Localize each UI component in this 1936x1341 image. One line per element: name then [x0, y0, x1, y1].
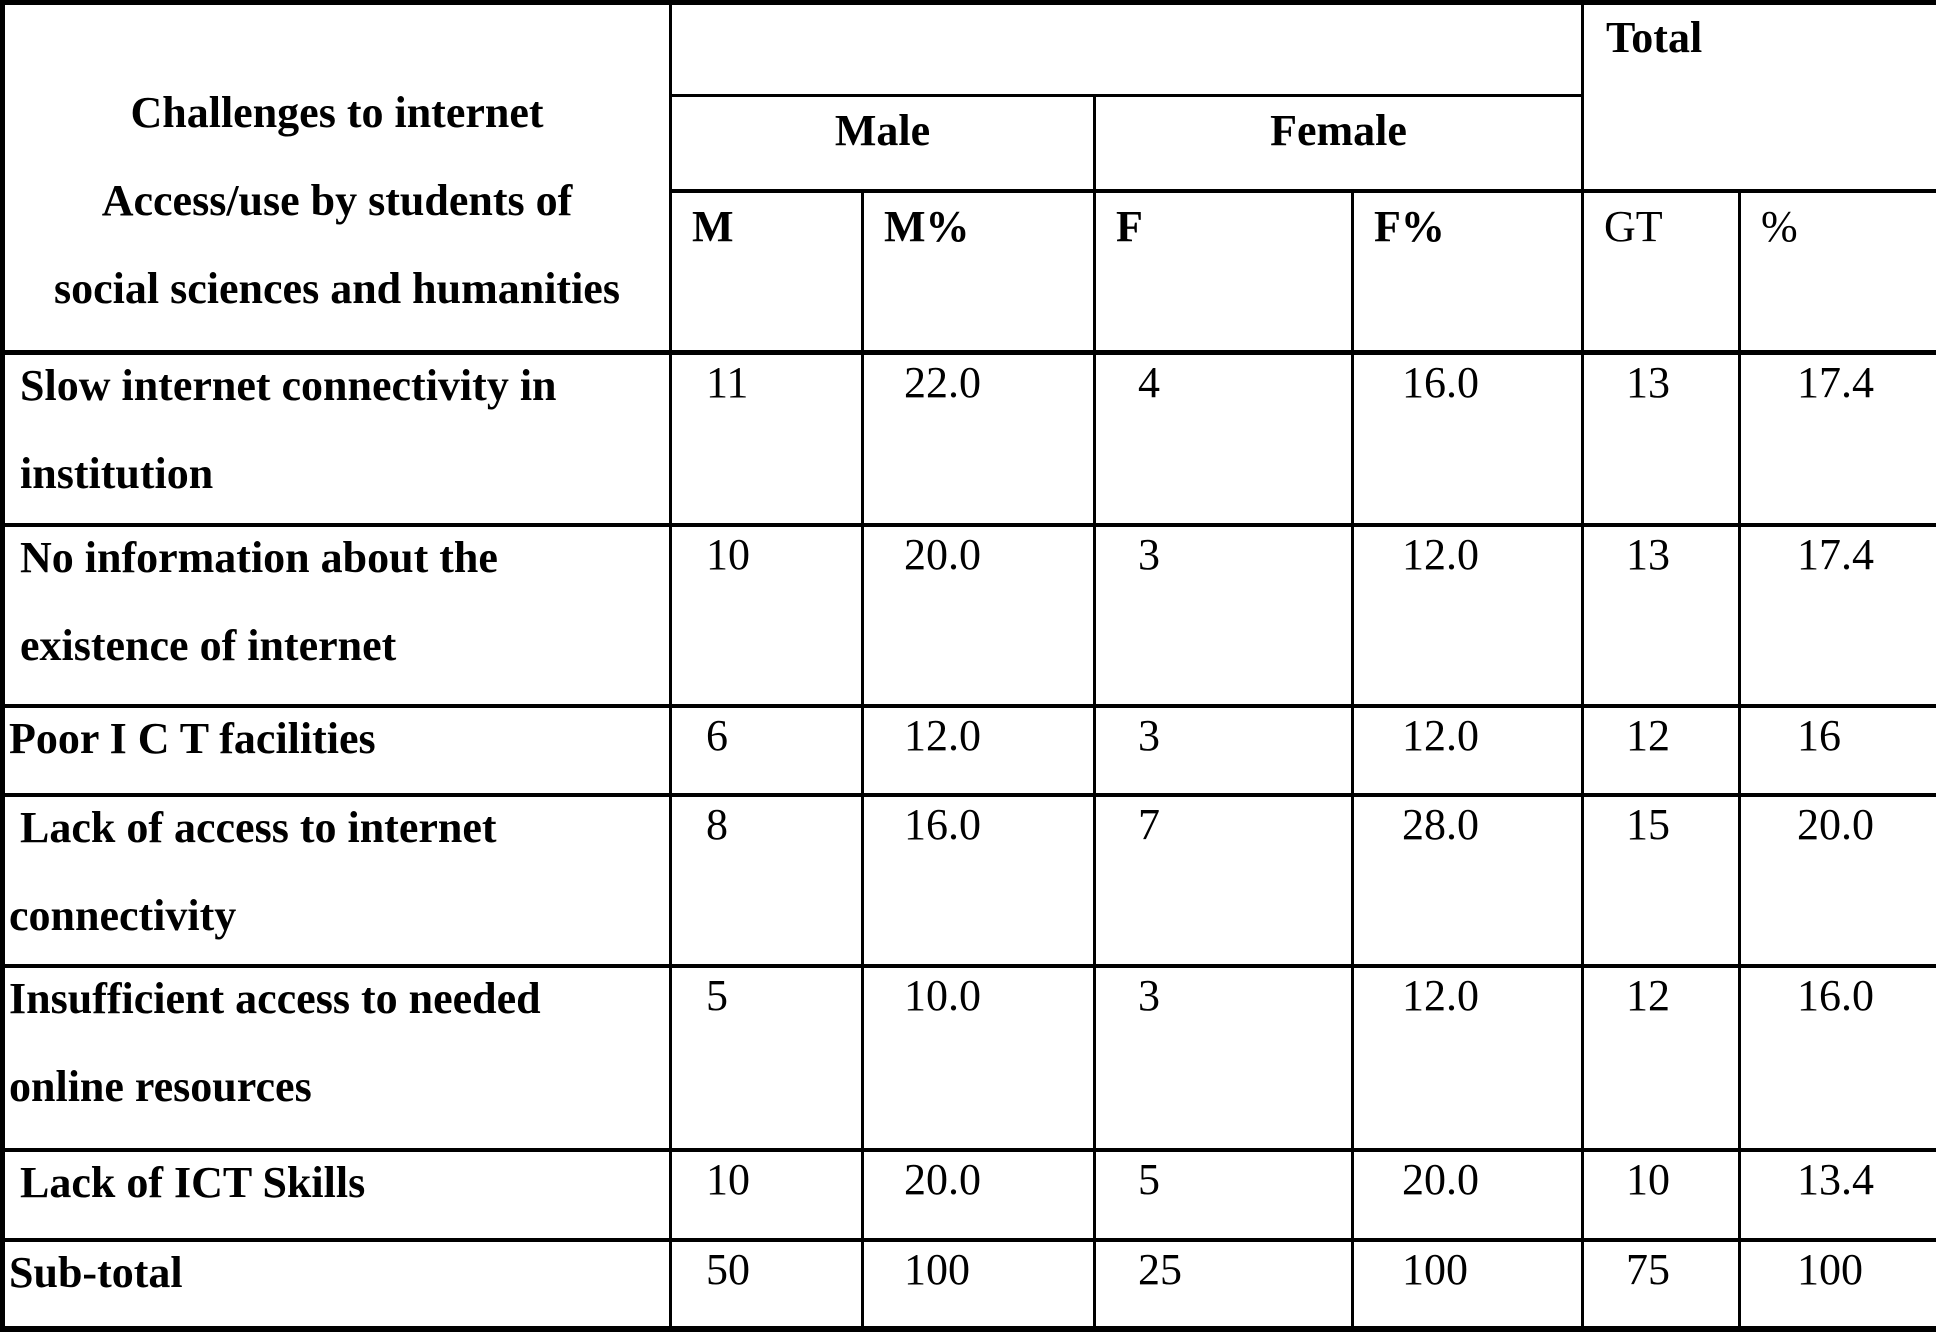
table-row: Lack of access to internet connectivity … [1, 794, 1936, 968]
table-row: Poor I C T facilities 6 12.0 3 12.0 12 1… [1, 705, 1936, 797]
cell-m: 50 [669, 1239, 864, 1332]
header-col-m-pct: M% [861, 190, 1096, 355]
cell-pct: 16.0 [1738, 965, 1936, 1152]
table-row: Slow internet connectivity in institutio… [1, 352, 1936, 527]
cell-f: 4 [1093, 352, 1354, 527]
cell-gt: 12 [1581, 965, 1741, 1152]
cell-f-pct: 28.0 [1351, 794, 1584, 968]
cell-m-pct: 20.0 [861, 1149, 1096, 1242]
subtotal-row: Sub-total 50 100 25 100 75 100 [1, 1239, 1936, 1332]
cell-f: 5 [1093, 1149, 1354, 1242]
row-label: Lack of access to internet connectivity [1, 794, 672, 968]
row-label: Slow internet connectivity in institutio… [1, 352, 672, 527]
header-col-f: F [1093, 190, 1354, 355]
header-empty-cell [669, 2, 1584, 97]
cell-m-pct: 20.0 [861, 524, 1096, 708]
table-row: Lack of ICT Skills 10 20.0 5 20.0 10 13.… [1, 1149, 1936, 1242]
cell-m: 10 [669, 524, 864, 708]
table-row: Insufficient access to needed online res… [1, 965, 1936, 1152]
header-challenges-label: Challenges to internet Access/use by stu… [1, 2, 672, 355]
header-col-m: M [669, 190, 864, 355]
row-label: Poor I C T facilities [1, 705, 672, 797]
cell-m: 6 [669, 705, 864, 797]
cell-gt: 12 [1581, 705, 1741, 797]
row-label: Sub-total [1, 1239, 672, 1332]
cell-m: 8 [669, 794, 864, 968]
cell-f-pct: 20.0 [1351, 1149, 1584, 1242]
cell-f: 7 [1093, 794, 1354, 968]
cell-pct: 13.4 [1738, 1149, 1936, 1242]
cell-m-pct: 10.0 [861, 965, 1096, 1152]
cell-m: 5 [669, 965, 864, 1152]
header-col-pct: % [1738, 190, 1936, 355]
row-label: Lack of ICT Skills [1, 1149, 672, 1242]
cell-gt: 10 [1581, 1149, 1741, 1242]
cell-pct: 17.4 [1738, 524, 1936, 708]
cell-f-pct: 12.0 [1351, 705, 1584, 797]
cell-f: 3 [1093, 524, 1354, 708]
header-female-label: Female [1093, 95, 1584, 193]
cell-m-pct: 100 [861, 1239, 1096, 1332]
cell-gt: 15 [1581, 794, 1741, 968]
row-label: No information about the existence of in… [1, 524, 672, 708]
table-row: No information about the existence of in… [1, 524, 1936, 708]
cell-f-pct: 16.0 [1351, 352, 1584, 527]
cell-f-pct: 12.0 [1351, 524, 1584, 708]
cell-gt: 75 [1581, 1239, 1741, 1332]
cell-pct: 17.4 [1738, 352, 1936, 527]
header-male-label: Male [669, 95, 1096, 193]
cell-m: 10 [669, 1149, 864, 1242]
cell-f: 3 [1093, 705, 1354, 797]
header-col-f-pct: F% [1351, 190, 1584, 355]
cell-pct: 100 [1738, 1239, 1936, 1332]
cell-gt: 13 [1581, 352, 1741, 527]
cell-pct: 16 [1738, 705, 1936, 797]
cell-m-pct: 16.0 [861, 794, 1096, 968]
row-label: Insufficient access to needed online res… [1, 965, 672, 1152]
cell-m-pct: 22.0 [861, 352, 1096, 527]
cell-f-pct: 100 [1351, 1239, 1584, 1332]
cell-gt: 13 [1581, 524, 1741, 708]
cell-m: 11 [669, 352, 864, 527]
cell-f: 3 [1093, 965, 1354, 1152]
cell-f: 25 [1093, 1239, 1354, 1332]
cell-f-pct: 12.0 [1351, 965, 1584, 1152]
header-col-gt: GT [1581, 190, 1741, 355]
cell-pct: 20.0 [1738, 794, 1936, 968]
header-total-label: Total [1581, 2, 1936, 193]
cell-m-pct: 12.0 [861, 705, 1096, 797]
